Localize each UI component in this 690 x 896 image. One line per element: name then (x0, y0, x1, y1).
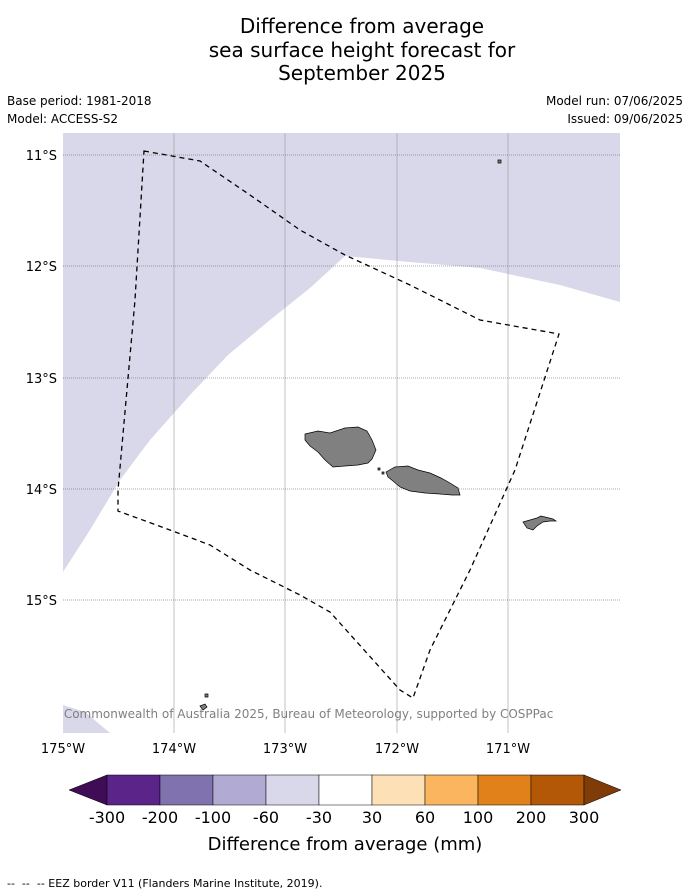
swains-islet (497, 159, 502, 164)
lon-label: 173°W (263, 742, 307, 757)
small-islets-apolima (377, 467, 385, 475)
lat-label: 11°S (26, 149, 57, 164)
shaded-anomaly-region (63, 133, 620, 572)
lon-label: 172°W (375, 742, 419, 757)
title-line-3: September 2025 (278, 61, 446, 85)
colorbar: -300 -200 -100 -60 -30 30 60 100 200 300… (68, 774, 622, 855)
lat-label: 13°S (26, 372, 57, 387)
eez-border (117, 150, 560, 699)
colorbar-extend-high (583, 774, 622, 806)
meta-left: Base period: 1981-2018 Model: ACCESS-S2 (7, 94, 152, 130)
colorbar-labels: -300 -200 -100 -60 -30 30 60 100 200 300 (89, 808, 599, 827)
longitude-gridlines (173, 133, 509, 733)
colorbar-tick-label: -100 (195, 808, 231, 827)
colorbar-segment (265, 774, 320, 806)
colorbar-tick-label: -200 (142, 808, 178, 827)
colorbar-segment (318, 774, 373, 806)
colorbar-segment (477, 774, 532, 806)
colorbar-tick-label: -60 (253, 808, 279, 827)
title-line-2: sea surface height forecast for (208, 37, 516, 62)
colorbar-tick-label: 300 (569, 808, 600, 827)
shaded-anomaly-corner (63, 705, 110, 733)
copyright-credit: © Commonwealth of Australia 2025, Bureau… (48, 707, 553, 721)
colorbar-tick-label: -30 (306, 808, 332, 827)
issued-date: Issued: 09/06/2025 (567, 112, 683, 126)
title-line-1: Difference from average (239, 14, 485, 38)
chart-title: Difference from average sea surface heig… (0, 14, 690, 86)
latitude-gridlines (63, 154, 620, 601)
meta-right: Model run: 07/06/2025 Issued: 09/06/2025 (546, 94, 683, 130)
colorbar-segment (530, 774, 585, 806)
map-panel: © Commonwealth of Australia 2025, Bureau… (48, 133, 620, 733)
lon-label: 174°W (152, 742, 196, 757)
colorbar-segment (212, 774, 267, 806)
lat-label: 14°S (26, 483, 57, 498)
base-period: Base period: 1981-2018 (7, 94, 152, 108)
colorbar-segment (371, 774, 426, 806)
eez-legend-footer: -- -- -- EEZ border V11 (Flanders Marine… (7, 877, 323, 890)
colorbar-title: Difference from average (mm) (208, 834, 483, 855)
colorbar-tick-label: 100 (463, 808, 494, 827)
colorbar-segment (159, 774, 214, 806)
niuafoou-islet (199, 703, 208, 711)
tutuila-island (522, 515, 558, 531)
lat-label: 15°S (26, 594, 57, 609)
colorbar-tick-label: 60 (415, 808, 435, 827)
colorbar-segment (424, 774, 479, 806)
lat-label: 12°S (26, 260, 57, 275)
model-run: Model run: 07/06/2025 (545, 94, 683, 108)
colorbar-segment (106, 774, 161, 806)
small-islet (204, 693, 209, 698)
lon-label: 171°W (486, 742, 530, 757)
colorbar-extend-low (68, 774, 108, 806)
model-name: Model: ACCESS-S2 (7, 112, 119, 126)
upolu-island (385, 465, 461, 496)
longitude-labels: 175°W 174°W 173°W 172°W 171°W (41, 742, 530, 757)
savaii-island (304, 426, 377, 468)
latitude-labels: 11°S 12°S 13°S 14°S 15°S (26, 149, 57, 609)
colorbar-tick-label: 200 (516, 808, 547, 827)
colorbar-tick-label: -300 (89, 808, 125, 827)
land-masses (199, 159, 558, 711)
lon-label: 175°W (41, 742, 85, 757)
colorbar-tick-label: 30 (362, 808, 382, 827)
